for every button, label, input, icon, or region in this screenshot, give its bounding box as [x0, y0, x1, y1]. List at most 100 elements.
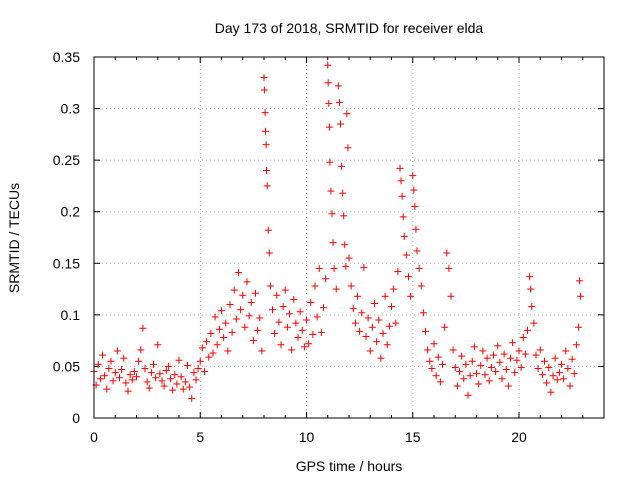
- data-point: [396, 164, 404, 172]
- data-point: [553, 376, 561, 384]
- data-point: [513, 356, 521, 364]
- data-point: [412, 225, 420, 233]
- data-point: [419, 309, 427, 317]
- data-point: [409, 172, 417, 180]
- data-point: [265, 249, 273, 257]
- x-tick-label: 0: [90, 429, 98, 445]
- data-point: [230, 286, 238, 294]
- data-point: [96, 375, 104, 383]
- data-point: [566, 382, 574, 390]
- data-point: [300, 343, 308, 351]
- data-point: [137, 346, 145, 354]
- data-point: [252, 289, 259, 297]
- data-point: [351, 319, 359, 327]
- data-point: [239, 291, 247, 299]
- data-point: [147, 369, 155, 377]
- data-point: [564, 364, 572, 372]
- data-point: [524, 326, 531, 334]
- data-point: [145, 384, 153, 392]
- data-point: [262, 141, 270, 149]
- data-point: [360, 263, 368, 271]
- data-point: [426, 357, 434, 365]
- data-point: [494, 342, 502, 350]
- data-point: [152, 374, 160, 382]
- data-point: [116, 374, 123, 382]
- data-point: [526, 273, 534, 281]
- data-point: [477, 361, 485, 369]
- data-point: [327, 187, 335, 195]
- data-point: [113, 347, 121, 355]
- data-point: [160, 382, 168, 390]
- data-point: [338, 162, 346, 170]
- data-point: [173, 380, 181, 388]
- data-point: [402, 251, 410, 259]
- data-point: [576, 277, 584, 285]
- data-point: [305, 340, 313, 348]
- data-point: [205, 353, 213, 361]
- data-point: [94, 360, 102, 368]
- data-point: [413, 247, 421, 255]
- y-axis-label: SRMTID / TECUs: [6, 183, 22, 293]
- data-point: [364, 314, 372, 322]
- data-point: [492, 368, 500, 376]
- data-point: [545, 363, 553, 371]
- data-point: [275, 318, 283, 326]
- data-point: [356, 327, 364, 335]
- data-point: [347, 282, 355, 290]
- data-point: [228, 328, 236, 336]
- data-point: [190, 369, 198, 377]
- data-point: [527, 285, 535, 293]
- data-point: [379, 329, 387, 337]
- data-point: [298, 326, 306, 334]
- data-point: [266, 282, 274, 290]
- data-point: [307, 298, 315, 306]
- data-point: [258, 347, 266, 355]
- data-point: [139, 324, 147, 332]
- data-point: [519, 334, 527, 342]
- data-point: [213, 341, 221, 349]
- data-point: [560, 375, 568, 383]
- data-point: [133, 373, 140, 381]
- data-point: [517, 363, 525, 371]
- data-point: [111, 369, 119, 377]
- data-point: [290, 295, 298, 303]
- data-point: [498, 375, 506, 383]
- data-point: [243, 278, 251, 286]
- data-point: [288, 346, 296, 354]
- data-point: [453, 382, 461, 390]
- data-point: [490, 351, 497, 359]
- data-point: [468, 357, 476, 365]
- plot-frame: [93, 56, 605, 419]
- data-point: [271, 329, 279, 337]
- data-points: [90, 61, 585, 402]
- data-point: [220, 334, 228, 342]
- data-point: [466, 372, 474, 380]
- data-point: [500, 350, 508, 358]
- data-point: [528, 303, 536, 311]
- data-point: [328, 210, 336, 218]
- data-point: [343, 110, 351, 118]
- data-point: [394, 268, 402, 276]
- data-point: [209, 349, 217, 357]
- data-point: [254, 326, 262, 334]
- data-point: [128, 376, 136, 384]
- data-point: [536, 346, 544, 354]
- data-point: [109, 377, 117, 385]
- data-point: [460, 375, 468, 383]
- data-point: [447, 292, 455, 300]
- data-point: [422, 327, 429, 335]
- data-point: [245, 312, 253, 320]
- data-point: [279, 303, 287, 311]
- data-point: [296, 308, 304, 316]
- data-point: [344, 144, 352, 152]
- data-point: [118, 366, 126, 374]
- data-point: [439, 360, 446, 368]
- data-point: [362, 333, 370, 341]
- y-tick-label: 0.2: [61, 204, 81, 220]
- data-point: [341, 241, 349, 249]
- data-point: [541, 357, 548, 365]
- data-point: [286, 310, 293, 318]
- data-point: [375, 316, 383, 324]
- data-point: [249, 337, 257, 345]
- data-point: [485, 377, 493, 385]
